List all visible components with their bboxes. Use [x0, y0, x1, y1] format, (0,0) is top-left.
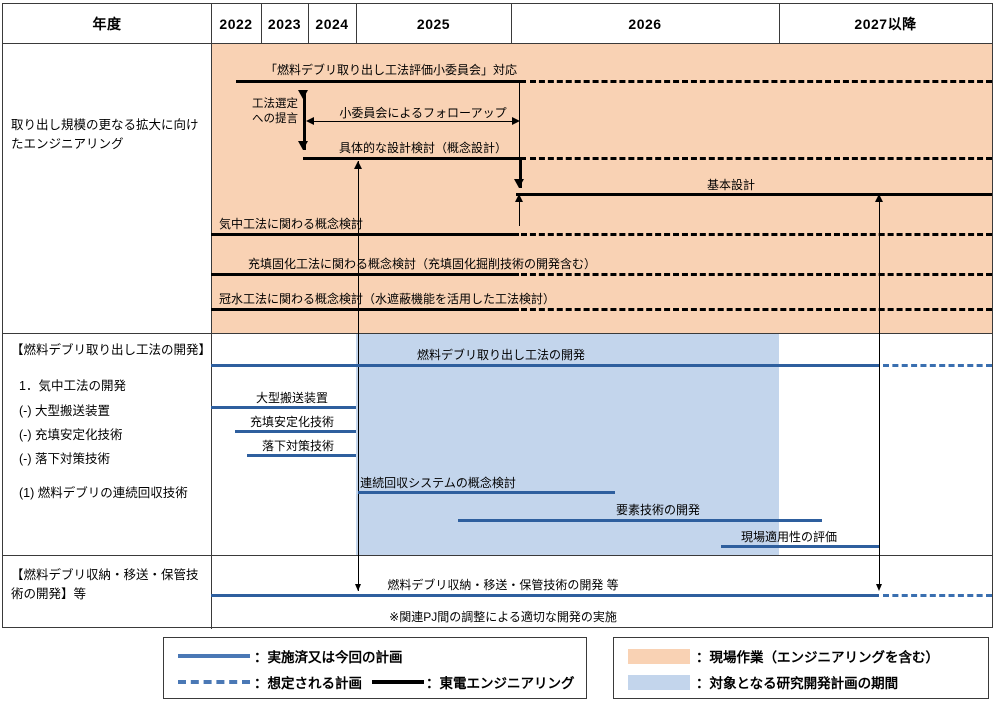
bar-label-air-method-concept: 気中工法に関わる概念検討	[219, 217, 364, 231]
header-year-2025: 2025	[416, 15, 451, 32]
roadmap-table: 年度 2022 2023 2024 2025 2026 2027以降 取り出し規…	[2, 3, 993, 629]
section-2-item-4: (1) 燃料デブリの連続回収技術	[19, 486, 188, 500]
bar-field-applicability-eval	[721, 545, 879, 548]
bar-label-concrete-design-study: 具体的な設計検討（概念設計）	[338, 141, 508, 155]
bar-label-submerged-method-concept: 冠水工法に関わる概念検討（水遮蔽機能を活用した工法検討）	[219, 292, 556, 306]
bar-label-debris-retrieval-method-dev: 燃料デブリ取り出し工法の開発	[416, 348, 586, 362]
legend-swatch-dashed-blue-line	[178, 680, 250, 684]
section-separator-2	[3, 555, 992, 556]
header-sep-3	[356, 4, 357, 44]
bar-submerged-method-concept-planned	[521, 308, 992, 311]
arrow-left-followup	[306, 117, 314, 125]
legend-label-solid-black: ：東電エンジニアリング	[426, 676, 575, 691]
connector-basic-design-right	[879, 194, 880, 586]
arrow-up-2025-boundary	[354, 161, 362, 169]
bar-label-large-transport-device: 大型搬送装置	[255, 391, 329, 405]
bar-label-storage-transfer-dev: 燃料デブリ収納・移送・保管技術の開発 等	[387, 578, 619, 592]
header-year-2026: 2026	[628, 15, 662, 32]
bar-label-fall-countermeasure-tech: 落下対策技術	[261, 439, 335, 453]
connector-to-basic-design	[519, 157, 522, 188]
connector-design-right	[519, 122, 520, 158]
bar-submerged-method-concept	[211, 308, 519, 311]
bar-label-fill-solidify-concept: 充填固化工法に関わる概念検討（充填固化掘削技術の開発含む）	[248, 257, 597, 271]
bar-committee-followup	[308, 121, 518, 122]
arrow-down-section3-right	[876, 584, 882, 591]
legend-swatch-solid-blue-line	[178, 654, 250, 658]
bar-label-elemental-tech-dev: 要素技術の開発	[615, 503, 701, 517]
legend-item-solid-blue: ：実施済又は今回の計画	[178, 646, 403, 666]
arrow-right-followup	[512, 117, 520, 125]
connector-2025-boundary	[358, 161, 359, 591]
bar-label-committee-response: 「燃料デブリ取り出し工法評価小委員会」対応	[264, 63, 518, 77]
bar-label-committee-followup: 小委員会によるフォローアップ	[339, 106, 507, 120]
legend-swatch-orange-fill	[628, 648, 690, 664]
bar-debris-retrieval-method-dev-planned	[883, 364, 992, 367]
connector-followup-right	[519, 80, 520, 122]
header-year-2022: 2022	[219, 15, 253, 32]
bar-elemental-tech-dev	[458, 519, 822, 522]
header-sep-1	[261, 4, 262, 44]
table-header-row: 年度 2022 2023 2024 2025 2026 2027以降	[3, 4, 992, 44]
bar-debris-retrieval-method-dev	[211, 364, 879, 367]
connector-method-selection	[303, 90, 306, 150]
legend-item-orange-fill: ：現場作業（エンジニアリングを含む）	[628, 646, 939, 666]
legend-box-left: ：実施済又は今回の計画 ：想定される計画 ：東電エンジニアリング	[163, 637, 587, 699]
bar-storage-transfer-dev-planned	[883, 594, 992, 597]
section-1-label: 取り出し規模の更なる拡大に向け たエンジニアリング	[11, 118, 199, 151]
bar-continuous-recovery-concept	[358, 491, 615, 494]
bar-storage-transfer-dev	[211, 594, 879, 597]
legend-box-right: ：現場作業（エンジニアリングを含む） ：対象となる研究開発計画の期間	[613, 637, 989, 699]
bar-fill-solidify-concept	[211, 273, 519, 276]
connector-basic-design-left	[519, 194, 520, 226]
header-year-2027: 2027以降	[854, 15, 917, 32]
bar-label-field-applicability-eval: 現場適用性の評価	[740, 530, 838, 544]
section-3-label: 【燃料デブリ収納・移送・保管技 術の開発】等	[11, 568, 199, 601]
arrow-down-to-design	[298, 141, 308, 150]
legend-item-blue-fill: ：対象となる研究開発計画の期間	[628, 672, 898, 692]
section-2-item-2: (-) 充填安定化技術	[19, 428, 123, 442]
label-column-divider	[211, 44, 212, 629]
section-2-item-1: (-) 大型搬送装置	[19, 404, 110, 418]
bar-concrete-design-study-planned	[530, 157, 992, 160]
bar-label-related-pj-note: ※関連PJ間の調整による適切な開発の実施	[389, 610, 617, 624]
bar-committee-response	[236, 80, 526, 83]
bar-committee-response-planned	[530, 80, 992, 83]
header-sep-5	[779, 4, 780, 44]
legend-label-dashed-blue: ：想定される計画	[254, 676, 362, 691]
header-year-2024: 2024	[315, 15, 349, 32]
bar-fill-solidify-concept-planned	[521, 273, 992, 276]
bar-fall-countermeasure-tech	[247, 454, 356, 457]
section-2-label: 【燃料デブリ取り出し工法の開発】	[11, 343, 212, 357]
arrow-down-section3-left	[355, 584, 361, 591]
bar-air-method-concept-planned	[521, 233, 992, 236]
section-separator-1	[3, 333, 992, 334]
legend-label-blue-fill: ：対象となる研究開発計画の期間	[696, 676, 899, 691]
legend-swatch-solid-black-line	[372, 680, 424, 684]
header-sep-4	[511, 4, 512, 44]
bar-label-method-selection-advice: 工法選定 への提言	[252, 98, 298, 125]
bar-label-continuous-recovery-concept: 連続回収システムの概念検討	[360, 476, 516, 490]
section-2-item-0: 1．気中工法の開発	[19, 379, 126, 393]
bar-label-basic-design: 基本設計	[706, 178, 756, 192]
bar-air-method-concept	[211, 233, 519, 236]
legend-item-dashed-blue: ：想定される計画 ：東電エンジニアリング	[178, 672, 575, 692]
header-sep-0	[211, 4, 212, 44]
header-year-2023: 2023	[267, 15, 302, 32]
header-year-label: 年度	[92, 15, 122, 32]
section-2-item-3: (-) 落下対策技術	[19, 452, 110, 466]
bar-basic-design	[516, 193, 992, 196]
band-rnd-period	[356, 333, 779, 555]
bar-fill-stabilization-tech	[235, 430, 356, 433]
bar-concrete-design-study	[303, 157, 526, 160]
header-sep-2	[308, 4, 309, 44]
arrow-down-basic-design	[514, 179, 524, 188]
legend-label-solid-blue: ：実施済又は今回の計画	[254, 650, 403, 665]
bar-label-fill-stabilization-tech: 充填安定化技術	[249, 415, 335, 429]
legend-swatch-blue-fill	[628, 674, 690, 690]
legend-label-orange-fill: ：現場作業（エンジニアリングを含む）	[696, 650, 939, 665]
band-onsite-work	[211, 44, 992, 333]
arrow-down-committee-top	[298, 90, 308, 99]
bar-large-transport-device	[211, 406, 356, 409]
